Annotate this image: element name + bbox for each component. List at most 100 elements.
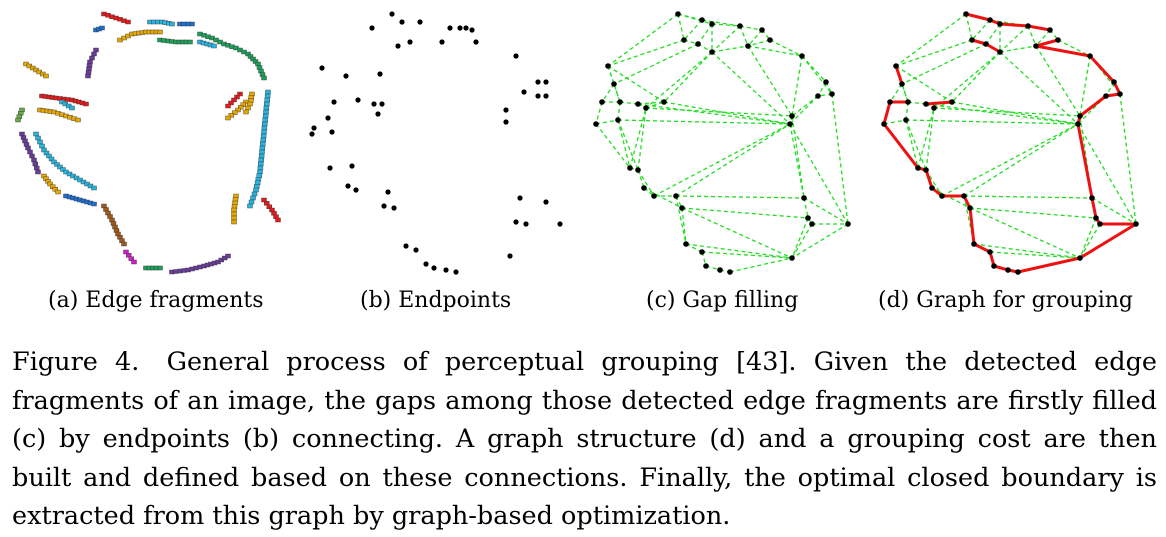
edge-fragment-segment (91, 51, 97, 57)
endpoint-dot (391, 205, 397, 211)
gap-filling-edge (989, 251, 1081, 259)
edge-fragment-segment (231, 97, 237, 103)
gap-filling-edge (701, 251, 793, 259)
edge-fragment-segment (32, 161, 38, 167)
edge-fragment-segment (25, 145, 31, 151)
edge-fragment-segment (54, 162, 60, 167)
gap-filling-edge (681, 207, 809, 219)
gap-filling-edge (645, 101, 665, 109)
edge-fragment-segment (228, 100, 234, 106)
gap-filling-edge (791, 95, 819, 117)
endpoint-dot (521, 89, 527, 95)
graph-node (635, 101, 641, 107)
edge-fragment-segment (157, 265, 163, 271)
graph-node (651, 193, 657, 199)
graph-node (905, 99, 911, 105)
gap-filling-edge (905, 119, 927, 171)
graph-node (829, 91, 835, 97)
gap-filling-edge (895, 65, 909, 103)
edge-fragment-segment (125, 19, 131, 25)
grouping-edge (1078, 94, 1108, 118)
edge-fragment-segment (27, 149, 33, 155)
edge-fragment-segment (225, 253, 231, 259)
gap-filling-edge (831, 93, 849, 225)
gap-filling-edge (769, 39, 803, 57)
edge-fragment-segment (264, 97, 270, 103)
graph-node (615, 117, 621, 123)
gap-filling-edge (675, 195, 687, 245)
graph-node (1111, 79, 1117, 85)
gap-filling-edge (677, 13, 685, 41)
edge-fragment-segment (250, 195, 256, 201)
endpoint-dot (457, 25, 463, 31)
gap-filling-edge (889, 83, 903, 103)
graph-node (699, 17, 705, 23)
endpoint-dot (399, 19, 405, 25)
gap-filling-edge (685, 243, 793, 259)
endpoint-dot (355, 97, 361, 103)
subcaption-b: (b) Endpoints (360, 288, 512, 313)
edge-fragment-segment (231, 110, 238, 115)
gap-filling-edge (675, 123, 791, 197)
endpoint-dot (343, 73, 349, 79)
gap-filling-edge (645, 107, 793, 117)
graph-node (661, 99, 667, 105)
graph-node (617, 99, 623, 105)
edge-fragment-segment (231, 215, 237, 221)
graph-node (923, 167, 929, 173)
gap-filling-edge (791, 217, 809, 259)
gap-filling-edge (607, 13, 679, 67)
gap-filling-edge (941, 123, 1079, 197)
grouping-edge (882, 100, 892, 126)
gap-filling-edge (789, 123, 849, 225)
graph-node (987, 17, 993, 23)
edge-fragment-segment (234, 94, 240, 100)
graph-node (971, 241, 977, 247)
graph-node (893, 63, 899, 69)
gap-filling-edge (1079, 55, 1091, 117)
graph-node (789, 255, 795, 261)
graph-node (1133, 221, 1139, 227)
endpoint-dot (543, 79, 549, 85)
gap-filling-edge (601, 83, 615, 103)
edge-fragment-segment (157, 29, 163, 35)
grouping-edge (894, 64, 904, 86)
gap-filling-edge (963, 123, 1079, 197)
endpoint-dot (543, 93, 549, 99)
gap-filling-edge (933, 107, 1081, 117)
endpoint-dot (403, 243, 409, 249)
graph-node (737, 23, 743, 29)
graph-node (641, 185, 647, 191)
edge-fragment-segment (255, 176, 262, 182)
grouping-edge (1034, 38, 1060, 48)
gap-filling-edge (895, 39, 973, 67)
edge-fragment-segment (35, 135, 41, 141)
gap-filling-edge (933, 51, 1001, 109)
gap-filling-edge (905, 119, 1079, 125)
endpoint-dot (543, 199, 549, 205)
edge-fragment-segment (99, 25, 105, 31)
graph-node (1103, 93, 1109, 99)
grouping-edge (1034, 44, 1092, 58)
gap-filling-edge (677, 13, 713, 25)
edge-fragment-segment (262, 117, 268, 123)
edge-fragment-segment (91, 185, 97, 191)
gap-filling-edge (801, 55, 833, 95)
endpoint-dot (517, 195, 523, 201)
endpoints-plot (309, 11, 563, 275)
gap-filling-edge (951, 51, 1001, 103)
gap-filling-edge (791, 115, 805, 199)
graph-node (823, 79, 829, 85)
edge-fragment-segment (85, 73, 91, 79)
graph-node (1077, 255, 1083, 261)
gap-filling-edge (607, 39, 685, 67)
edge-fragment-segment (258, 153, 265, 159)
grouping-edge (1076, 122, 1094, 200)
edge-fragment-segment (39, 143, 45, 149)
graph-node (983, 41, 989, 47)
gap-filling-edge (595, 123, 631, 169)
graph-node (949, 99, 955, 105)
gap-filling-edge (803, 197, 849, 225)
gap-filling-edge (675, 195, 805, 199)
edge-fragment-segment (261, 197, 267, 203)
